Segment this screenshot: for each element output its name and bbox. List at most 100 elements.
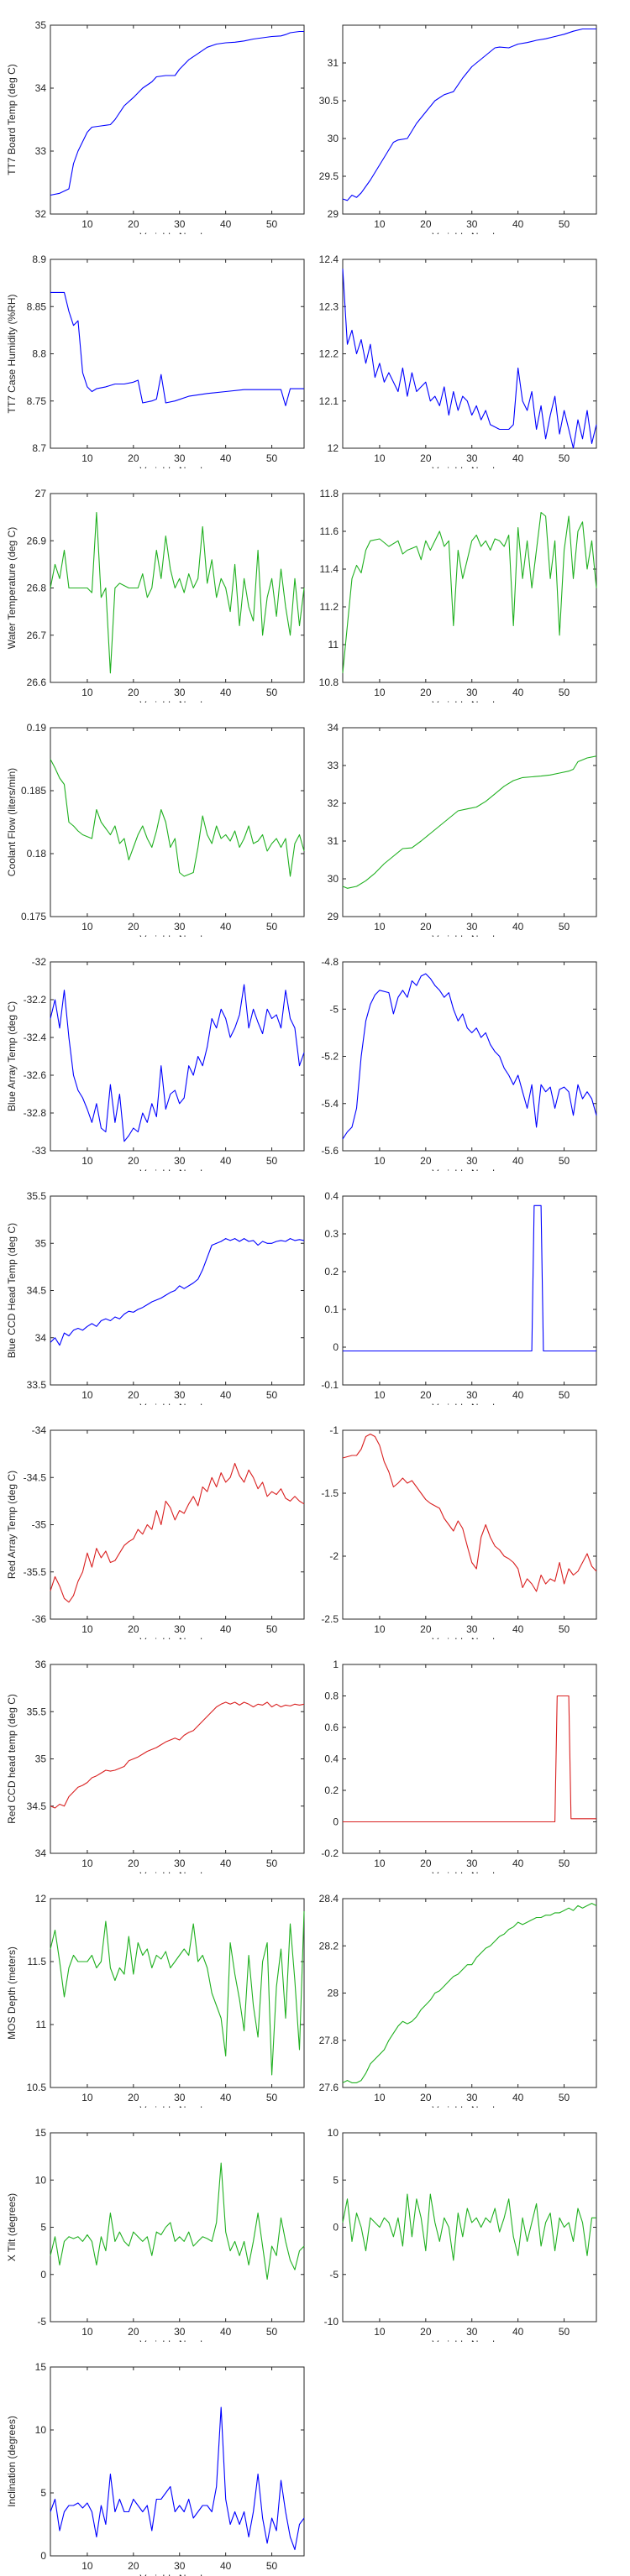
- series-line: [342, 269, 597, 449]
- y-tick-label: 0: [40, 2269, 46, 2281]
- x-tick-label: 20: [128, 2092, 139, 2103]
- x-tick-label: 50: [559, 687, 570, 698]
- x-tick-label: 20: [128, 1858, 139, 1869]
- x-tick-label: 20: [128, 452, 139, 464]
- plot-frame: [50, 24, 305, 215]
- y-tick-label: 26.8: [27, 583, 47, 594]
- y-axis-label: Red CCD head temp (deg C): [6, 1694, 18, 1824]
- x-tick-label: 20: [128, 218, 139, 230]
- y-tick-label: -34: [32, 1424, 47, 1436]
- y-tick-label: 5: [40, 2222, 46, 2234]
- y-tick-label: 5: [333, 2174, 339, 2186]
- y-tick-label: 33.5: [27, 1379, 47, 1391]
- x-tick-label: 40: [220, 2560, 232, 2572]
- y-tick-label: 12: [328, 442, 339, 454]
- x-tick-label: 40: [512, 1623, 524, 1635]
- x-tick-label: 40: [512, 452, 524, 464]
- y-tick-label: -5.4: [321, 1098, 339, 1110]
- y-tick-label: -32.8: [24, 1107, 47, 1119]
- y-axis-label: Water Temperature (deg C): [6, 527, 18, 649]
- y-tick-label: 34.5: [27, 1285, 47, 1297]
- series-line: [50, 2406, 305, 2551]
- series-line: [342, 755, 597, 889]
- x-tick-label: 10: [81, 1389, 93, 1401]
- x-tick-label: 40: [220, 452, 232, 464]
- series-line: [343, 1695, 596, 1823]
- x-tick-label: 50: [559, 1858, 570, 1869]
- x-tick-label: 30: [174, 2560, 186, 2572]
- x-tick-label: 40: [512, 921, 524, 933]
- y-tick-label: 12.2: [319, 348, 339, 360]
- y-tick-label: 8.8: [32, 348, 46, 360]
- plot-frame: [342, 727, 597, 917]
- y-tick-label: 8.7: [32, 442, 46, 454]
- y-tick-label: 11.5: [28, 1956, 47, 1967]
- x-tick-label: 40: [220, 1623, 232, 1635]
- y-tick-label: 28: [328, 1988, 339, 1999]
- y-tick-label: 35: [35, 1753, 47, 1765]
- x-tick-label: 50: [559, 2326, 570, 2338]
- chart-panel-1: 10 20 30 40 50 32 33 34 35 Variable Number TT7 Boa…: [6, 19, 305, 234]
- y-tick-label: 0: [333, 1341, 339, 1353]
- plot-frame: [50, 259, 305, 449]
- x-tick-label: 30: [174, 921, 186, 933]
- chart-panel-17: 10 20 30 40 50 10.5 11 11.5 12 Variable Number MOS…: [6, 1893, 305, 2108]
- y-tick-label: -32: [32, 956, 47, 968]
- x-tick-label: 40: [220, 1155, 232, 1167]
- y-tick-label: 8.75: [27, 395, 47, 407]
- y-tick-label: 11: [36, 2019, 47, 2030]
- chart-panel-8: 1020304050293031323334Variable NumberCal…: [328, 722, 597, 937]
- x-axis-label: Variable Number: [432, 1636, 507, 1639]
- x-tick-label: 30: [174, 452, 186, 464]
- y-tick-label: 34: [35, 82, 47, 94]
- y-tick-label: -2.5: [321, 1613, 339, 1625]
- y-tick-label: 0.4: [324, 1753, 339, 1765]
- x-axis-label: Variable Number: [139, 1168, 214, 1171]
- y-tick-label: -35.5: [24, 1566, 47, 1578]
- y-tick-label: 30.5: [319, 95, 339, 107]
- x-tick-label: 40: [512, 1389, 524, 1401]
- y-tick-label: -33: [32, 1145, 47, 1157]
- series-line: [50, 511, 305, 674]
- y-tick-label: 34: [35, 1332, 47, 1344]
- x-tick-label: 20: [420, 218, 432, 230]
- x-tick-label: 50: [266, 1389, 278, 1401]
- x-tick-label: 30: [466, 2326, 478, 2338]
- series-line: [50, 984, 305, 1142]
- x-tick-label: 20: [420, 687, 432, 698]
- series-line: [50, 1462, 305, 1603]
- x-tick-label: 30: [174, 2092, 186, 2103]
- x-tick-label: 40: [512, 1155, 524, 1167]
- y-tick-label: 5: [40, 2487, 46, 2499]
- y-tick-label: 29.5: [319, 170, 339, 182]
- y-axis-label: Blue Array Temp (deg C): [6, 1001, 18, 1111]
- series-line: [50, 759, 305, 877]
- y-tick-label: 12.4: [319, 253, 339, 265]
- y-tick-label: 26.7: [27, 630, 47, 641]
- x-tick-label: 30: [466, 218, 478, 230]
- y-tick-label: 31: [328, 835, 339, 847]
- x-axis-label: Variable Number: [139, 2104, 214, 2108]
- x-tick-label: 30: [174, 1389, 186, 1401]
- x-tick-label: 40: [512, 218, 524, 230]
- y-tick-label: 32: [328, 797, 339, 809]
- x-tick-label: 20: [420, 1389, 432, 1401]
- x-tick-label: 30: [174, 2326, 186, 2338]
- y-tick-label: 30: [328, 133, 339, 144]
- y-tick-label: 26.9: [27, 535, 47, 546]
- x-tick-label: 30: [174, 687, 186, 698]
- y-tick-label: 35: [35, 1237, 47, 1249]
- y-tick-label: -5: [37, 2316, 46, 2328]
- x-tick-label: 40: [220, 921, 232, 933]
- x-axis-label: Variable Number: [432, 1168, 507, 1171]
- x-tick-label: 50: [266, 2560, 278, 2572]
- y-tick-label: 11: [328, 639, 339, 651]
- x-tick-label: 50: [559, 921, 570, 933]
- chart-panel-11: 10 20 30 40 50 33.5 34 34.5 35 35.5 Variable Numbe…: [6, 1190, 305, 1405]
- chart-panel-7: 10 20 30 40 50 0.175 0.18 0.185 0.19 Variable Num…: [6, 722, 305, 937]
- x-tick-label: 50: [266, 687, 278, 698]
- y-tick-label: 0: [333, 1816, 339, 1828]
- x-tick-label: 20: [420, 1155, 432, 1167]
- y-tick-label: 29: [328, 208, 339, 220]
